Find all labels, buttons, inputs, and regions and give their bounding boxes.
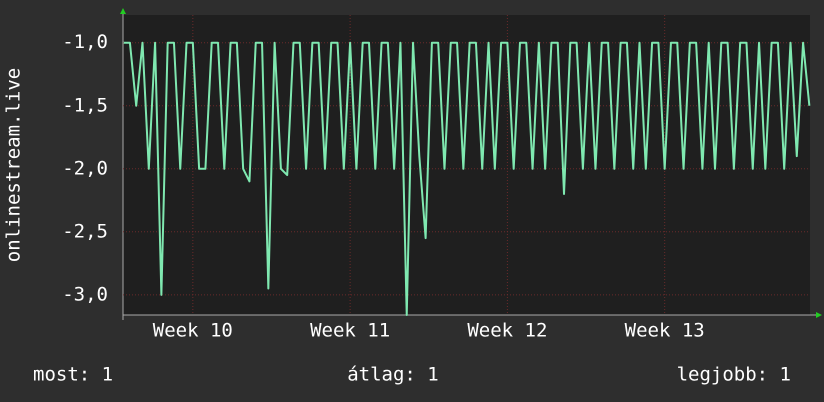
stat-average: átlag: 1 bbox=[347, 364, 439, 386]
y-tick-label: -2,5 bbox=[62, 220, 108, 242]
x-tick-label: Week 12 bbox=[467, 320, 547, 342]
stat-now: most: 1 bbox=[33, 364, 113, 386]
data-line bbox=[123, 41, 811, 316]
y-tick-label: -3,0 bbox=[62, 283, 108, 305]
x-axis-arrow bbox=[816, 312, 822, 318]
y-tick-label: -1,0 bbox=[62, 31, 108, 53]
y-axis-label: onlinestream.live bbox=[3, 68, 25, 262]
y-tick-label: -2,0 bbox=[62, 157, 108, 179]
x-tick-label: Week 10 bbox=[153, 320, 233, 342]
y-tick-label: -1,5 bbox=[62, 94, 108, 116]
x-tick-label: Week 11 bbox=[310, 320, 390, 342]
x-tick-label: Week 13 bbox=[625, 320, 705, 342]
stat-best: legjobb: 1 bbox=[677, 364, 791, 386]
y-axis-arrow bbox=[120, 8, 126, 14]
